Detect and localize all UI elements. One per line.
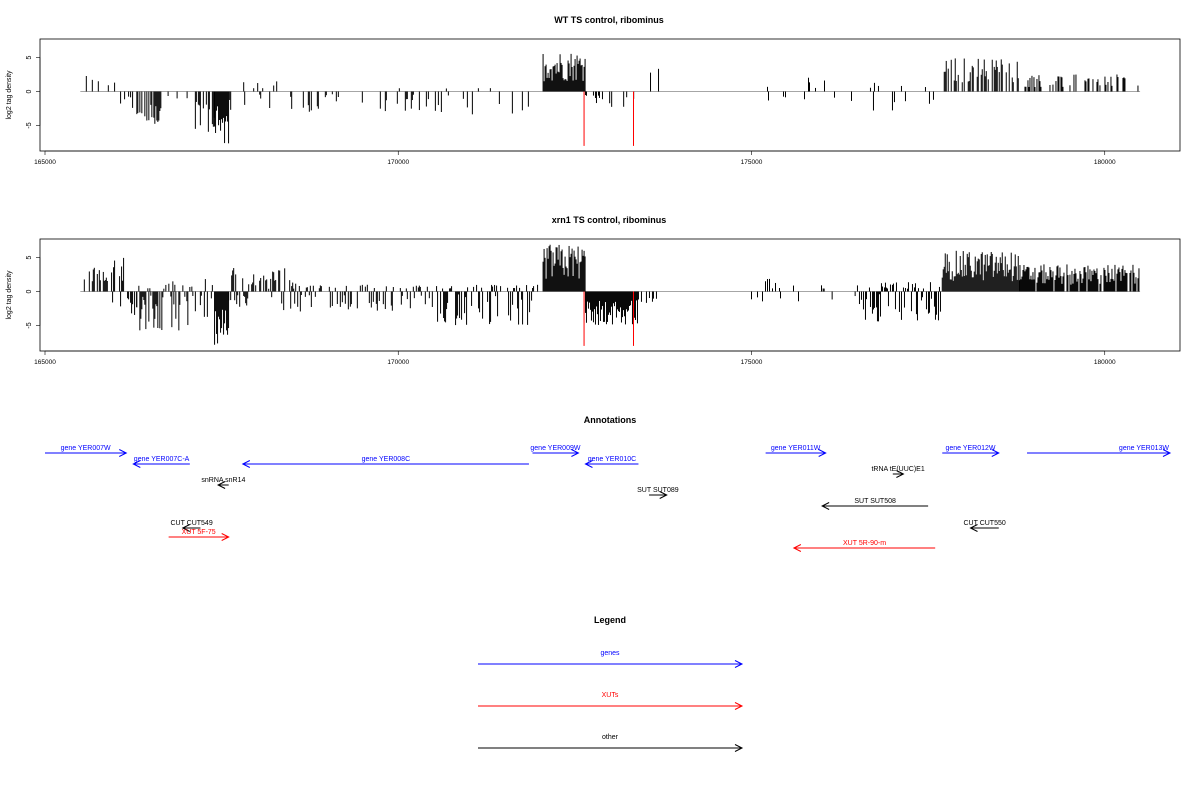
feature-arrow-head xyxy=(896,470,905,478)
x-tick-label: 170000 xyxy=(387,159,409,166)
feature-label: gene YER007W xyxy=(61,445,111,452)
annotations-panel: Annotations gene YER007W gene YER007C-A ge… xyxy=(45,415,1172,552)
track-ylabel: log2 tag density xyxy=(6,270,13,320)
x-tick-label: 175000 xyxy=(741,359,763,366)
feature-label: gene YER008C xyxy=(362,456,411,463)
x-tick-label: 170000 xyxy=(387,359,409,366)
y-tick-label: 0 xyxy=(26,289,33,293)
track-title: WT TS control, ribominus xyxy=(554,15,664,25)
feature-arrow-head xyxy=(991,449,1000,457)
xrn1-coverage-track: xrn1 TS control, ribominus log2 tag dens… xyxy=(6,215,1181,366)
legend-panel: Legend genes XUTs other xyxy=(478,615,744,752)
track-ylabel: log2 tag density xyxy=(6,70,13,120)
feature-arrow-head xyxy=(584,460,593,468)
wt-coverage-track: WT TS control, ribominus log2 tag densit… xyxy=(6,15,1181,166)
feature-arrow-head xyxy=(818,449,827,457)
y-tick-label: -5 xyxy=(26,322,33,328)
feature-label: gene YER010C xyxy=(588,456,637,463)
feature-label: gene YER013W xyxy=(1119,445,1169,452)
feature-label: SUT SUT508 xyxy=(854,498,896,505)
legend-label: genes xyxy=(600,650,620,657)
legend-arrow-head xyxy=(734,660,744,668)
legend-arrow-head xyxy=(734,744,744,752)
feature-label: gene YER007C-A xyxy=(134,456,190,463)
feature-arrow-head xyxy=(119,449,128,457)
annotations-title: Annotations xyxy=(584,415,637,425)
feature-label: XUT 5R-90-m xyxy=(843,540,886,547)
x-tick-label: 165000 xyxy=(34,359,56,366)
y-tick-label: 0 xyxy=(26,89,33,93)
feature-arrow-head xyxy=(821,502,830,510)
feature-arrow-head xyxy=(241,460,251,468)
legend-label: XUTs xyxy=(602,692,619,699)
feature-arrow-head xyxy=(132,460,141,468)
y-tick-label: 5 xyxy=(26,55,33,59)
feature-arrow-head xyxy=(221,533,230,541)
feature-label: snRNA snR14 xyxy=(201,477,245,484)
x-tick-label: 180000 xyxy=(1094,359,1116,366)
y-tick-label: -5 xyxy=(26,122,33,128)
feature-label: gene YER009W xyxy=(530,445,580,452)
feature-label: gene YER012W xyxy=(945,445,995,452)
feature-arrow-head xyxy=(571,449,580,457)
feature-arrow-head xyxy=(792,544,802,552)
legend-arrow-head xyxy=(734,702,744,710)
x-tick-label: 165000 xyxy=(34,159,56,166)
feature-arrow-head xyxy=(969,524,978,532)
x-tick-label: 180000 xyxy=(1094,159,1116,166)
feature-label: SUT SUT089 xyxy=(637,487,679,494)
feature-arrow-head xyxy=(659,491,668,499)
track-title: xrn1 TS control, ribominus xyxy=(552,215,667,225)
feature-label: CUT CUT550 xyxy=(963,520,1005,527)
feature-label: tRNA tE(UUC)E1 xyxy=(871,466,924,473)
feature-arrow-head xyxy=(181,524,190,532)
legend-title: Legend xyxy=(594,615,626,625)
legend-label: other xyxy=(602,734,619,741)
feature-arrow-head xyxy=(216,481,226,489)
y-tick-label: 5 xyxy=(26,255,33,259)
feature-arrow-head xyxy=(1162,449,1172,457)
x-tick-label: 175000 xyxy=(741,159,763,166)
feature-label: CUT CUT549 xyxy=(170,520,212,527)
feature-label: XUT 5F-75 xyxy=(182,529,216,536)
feature-label: gene YER011W xyxy=(771,445,821,452)
